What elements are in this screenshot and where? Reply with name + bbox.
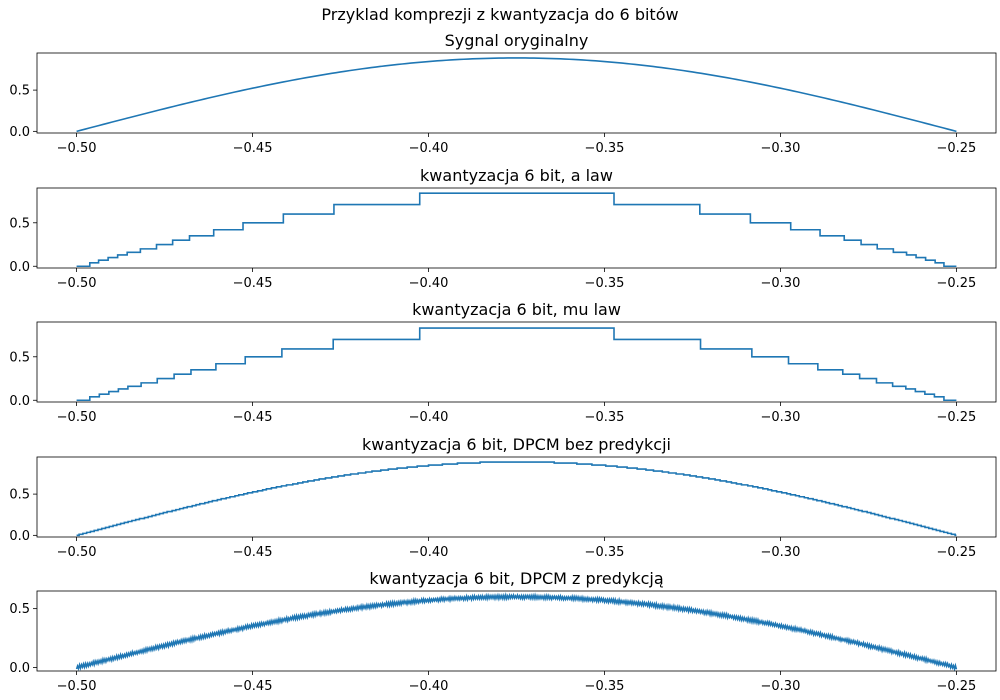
subplot-4: kwantyzacja 6 bit, DPCM bez predykcji −0.… [9, 435, 997, 560]
x-tick-label: −0.50 [57, 679, 97, 694]
subplot-title: Sygnal oryginalny [445, 31, 589, 50]
y-tick-label: 0.0 [9, 394, 30, 409]
x-tick-label: −0.45 [233, 141, 273, 156]
axes-frame [36, 456, 997, 538]
y-tick-label: 0.0 [9, 661, 30, 676]
axes-frame [36, 321, 997, 403]
x-tick-label: −0.50 [57, 410, 97, 425]
x-tick-label: −0.25 [936, 141, 976, 156]
series-line [76, 461, 957, 537]
x-tick-label: −0.30 [761, 679, 801, 694]
axes-frame [36, 187, 997, 269]
x-tick-label: −0.35 [585, 545, 625, 560]
x-tick-label: −0.30 [761, 141, 801, 156]
subplot-3: kwantyzacja 6 bit, mu law −0.50 −0.45 −0.40… [9, 300, 997, 425]
x-tick-label: −0.30 [761, 276, 801, 291]
x-tick-label: −0.45 [233, 545, 273, 560]
subplot-title: kwantyzacja 6 bit, a law [420, 166, 613, 185]
subplot-2: kwantyzacja 6 bit, a law −0.50 −0.45 −0.40 −… [9, 166, 997, 291]
axes-frame [36, 52, 997, 134]
x-tick-label: −0.40 [409, 679, 449, 694]
subplot-1: Sygnal oryginalny −0.50 −0.45 −0.40 −0.35 −0.… [9, 31, 997, 156]
figure-suptitle: Przyklad komprezji z kwantyzacja do 6 bi… [321, 5, 678, 24]
y-tick-label: 0.0 [9, 125, 30, 140]
x-tick-label: −0.40 [409, 276, 449, 291]
x-tick-label: −0.40 [409, 141, 449, 156]
x-tick-label: −0.25 [936, 276, 976, 291]
x-tick-label: −0.45 [233, 679, 273, 694]
x-tick-label: −0.40 [409, 545, 449, 560]
axes-frame [36, 590, 997, 672]
subplot-title: kwantyzacja 6 bit, mu law [412, 300, 621, 319]
y-tick-label: 0.5 [9, 216, 30, 231]
series-line [76, 57, 957, 133]
x-tick-label: −0.50 [57, 545, 97, 560]
series-line [75, 591, 958, 672]
x-tick-label: −0.45 [233, 276, 273, 291]
x-tick-label: −0.45 [233, 410, 273, 425]
series-line [76, 327, 957, 402]
x-tick-label: −0.25 [936, 679, 976, 694]
subplot-title: kwantyzacja 6 bit, DPCM z predykcją [369, 569, 663, 588]
x-tick-label: −0.35 [585, 410, 625, 425]
subplot-5: kwantyzacja 6 bit, DPCM z predykcją −0.50… [9, 569, 997, 694]
x-tick-label: −0.30 [761, 410, 801, 425]
subplot-title: kwantyzacja 6 bit, DPCM bez predykcji [362, 435, 671, 454]
x-tick-label: −0.50 [57, 141, 97, 156]
x-tick-label: −0.35 [585, 276, 625, 291]
y-tick-label: 0.5 [9, 84, 30, 99]
x-tick-label: −0.35 [585, 679, 625, 694]
y-tick-label: 0.0 [9, 260, 30, 275]
y-tick-label: 0.5 [9, 602, 30, 617]
y-tick-label: 0.5 [9, 488, 30, 503]
x-tick-label: −0.25 [936, 545, 976, 560]
x-tick-label: −0.50 [57, 276, 97, 291]
x-tick-label: −0.30 [761, 545, 801, 560]
y-tick-label: 0.5 [9, 350, 30, 365]
series-line [76, 192, 957, 268]
x-tick-label: −0.40 [409, 410, 449, 425]
x-tick-label: −0.25 [936, 410, 976, 425]
y-tick-label: 0.0 [9, 529, 30, 544]
x-tick-label: −0.35 [585, 141, 625, 156]
